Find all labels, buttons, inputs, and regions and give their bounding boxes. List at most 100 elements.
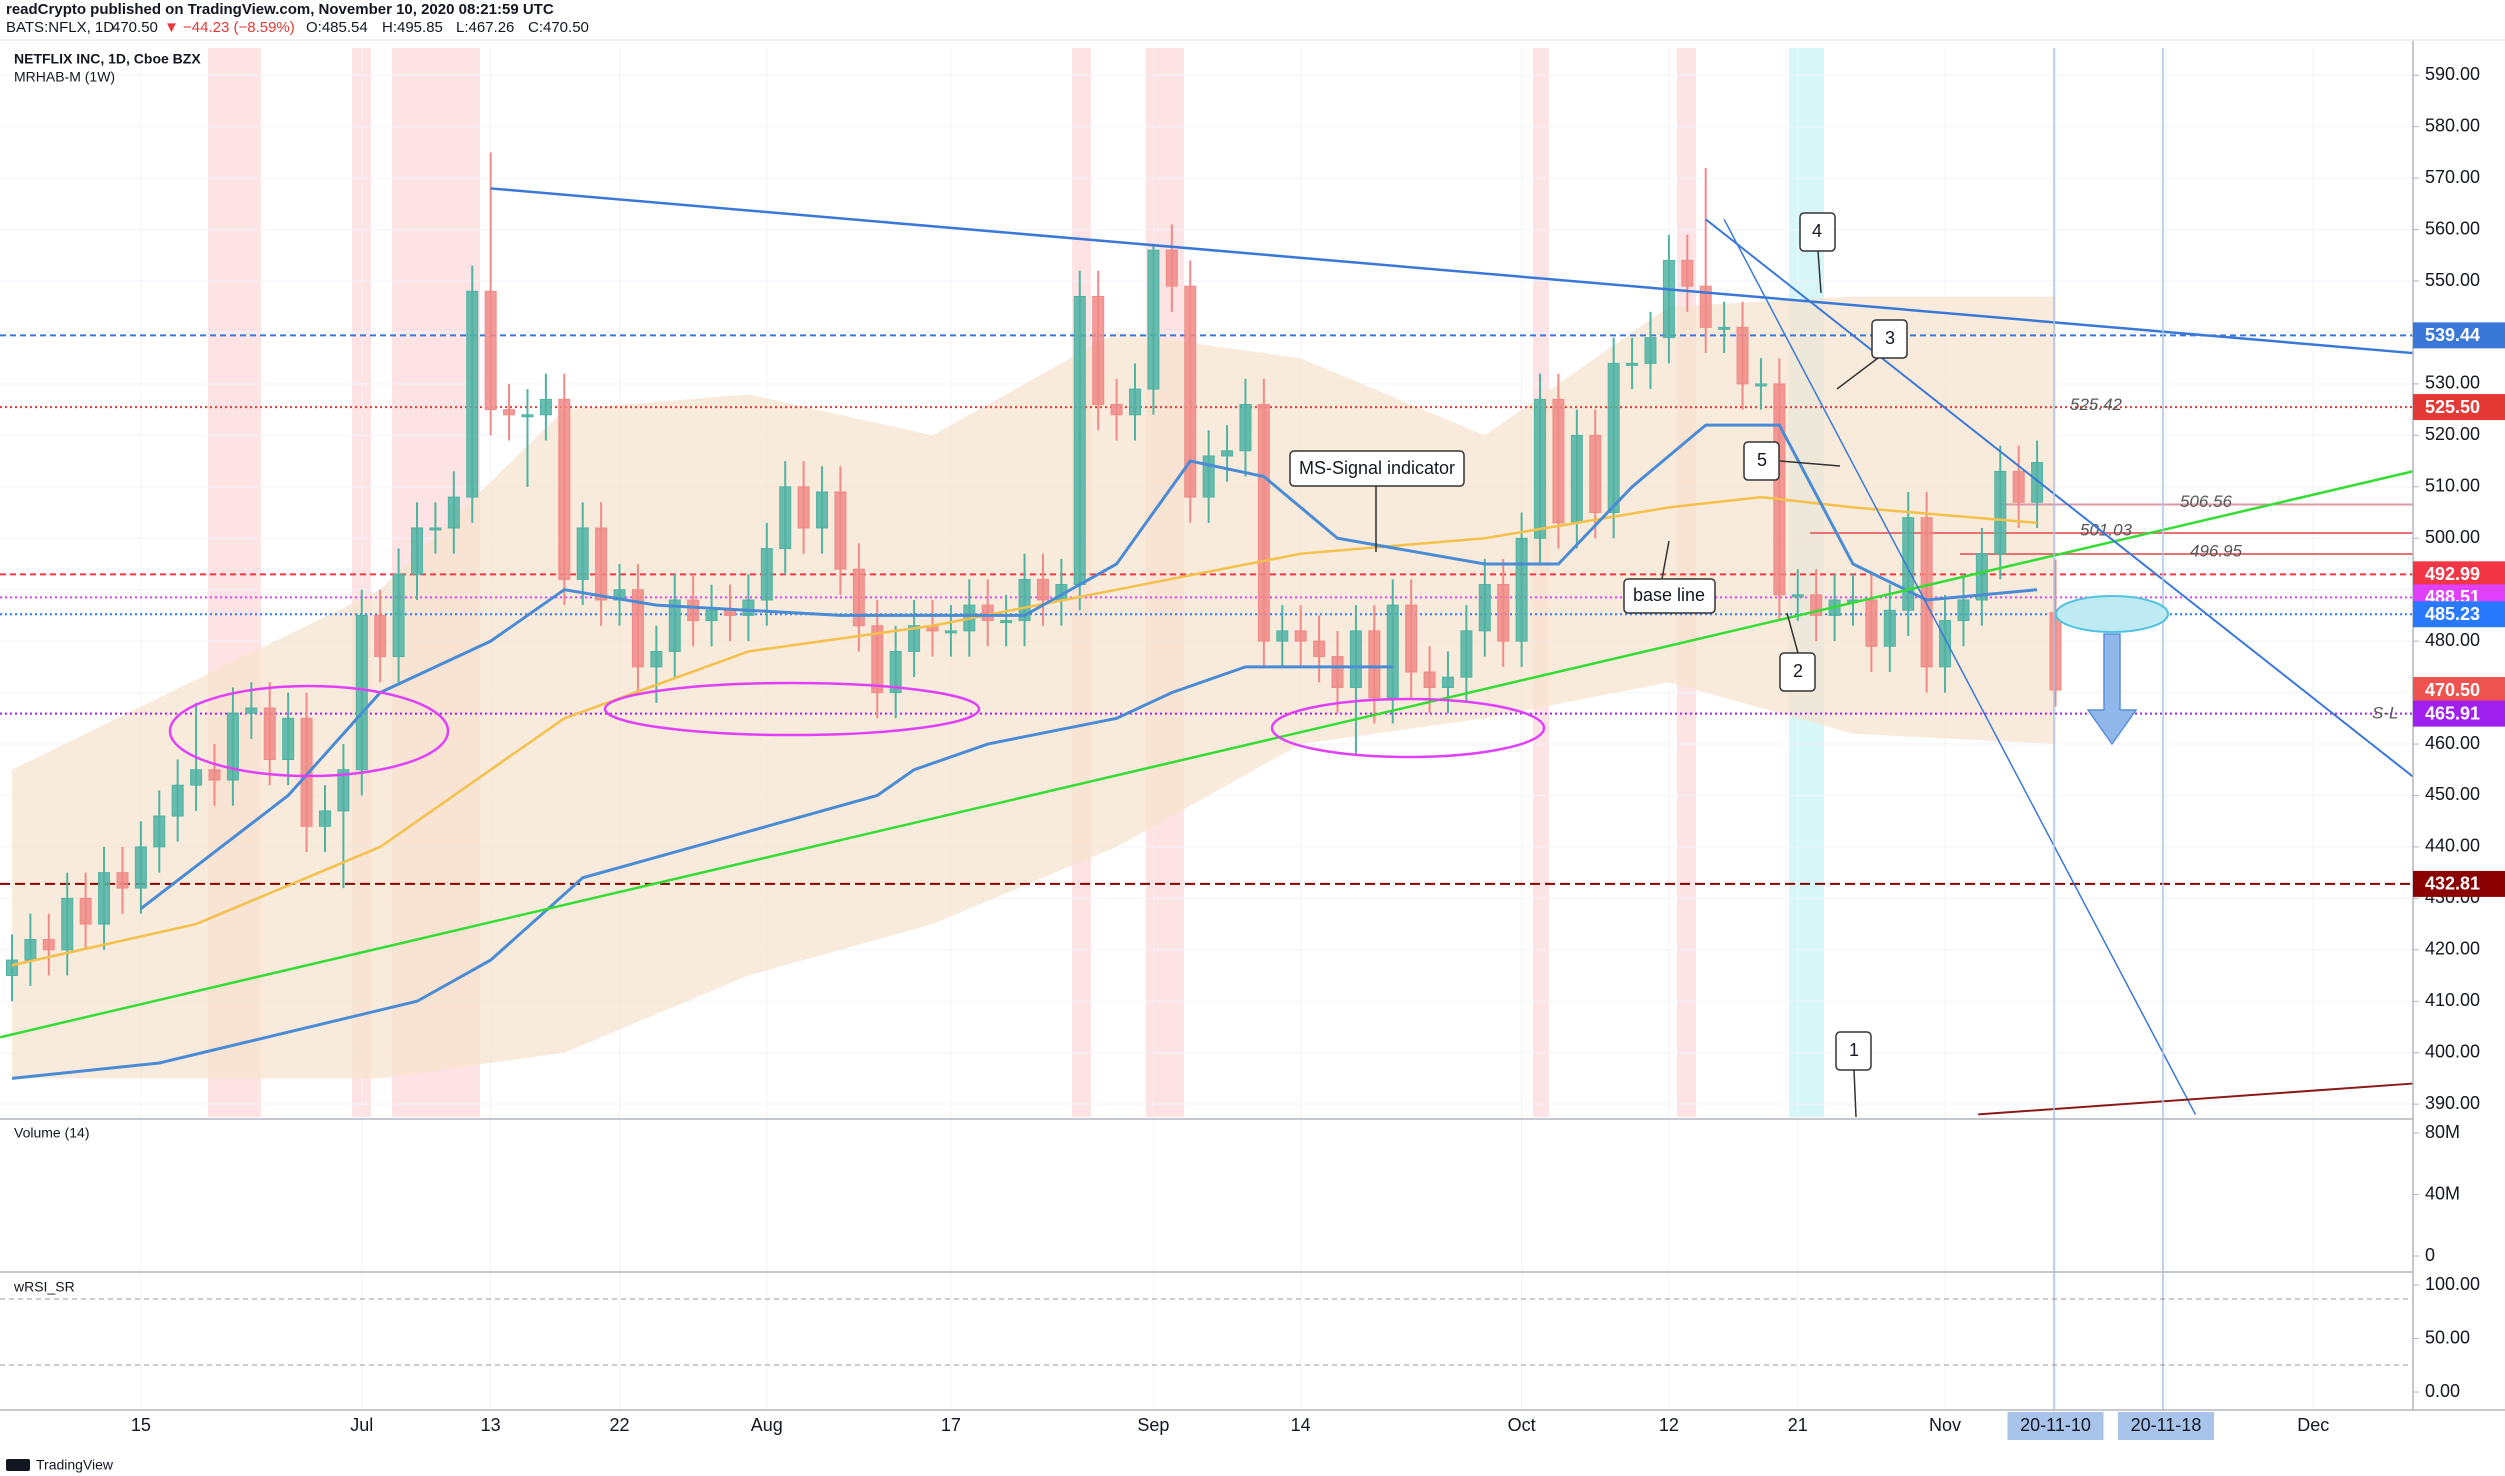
candle-body — [852, 568, 865, 627]
x-tick-label: 20-11-18 — [2131, 1415, 2202, 1435]
candle-body — [1534, 398, 1547, 539]
callout: base line — [1623, 540, 1716, 614]
candle-body — [576, 527, 589, 580]
candle-body — [1147, 249, 1160, 390]
header: readCrypto published on TradingView.com,… — [6, 1, 589, 1473]
candle-body — [300, 717, 313, 827]
candle-body — [1865, 599, 1878, 647]
callout-text: 5 — [1757, 450, 1767, 470]
y-tick-label: 450.00 — [2425, 784, 2480, 804]
price-label: 485.23 — [2425, 604, 2480, 624]
candle-body — [98, 872, 111, 925]
down-arrow — [2086, 633, 2138, 746]
ohlc-close: C:470.50 — [528, 19, 589, 36]
candle-body — [134, 846, 147, 889]
y-tick-label: 460.00 — [2425, 733, 2480, 753]
price-label: 432.81 — [2425, 874, 2480, 894]
callout-text: 2 — [1793, 661, 1803, 681]
candle-body — [1257, 404, 1270, 642]
overlay-line — [1705, 218, 2414, 778]
candle-body — [1331, 656, 1344, 688]
candle-body — [1810, 594, 1823, 616]
candle-body — [723, 609, 736, 616]
candle-body — [1626, 362, 1639, 366]
y-tick-label: 420.00 — [2425, 939, 2480, 959]
callout-pointer — [1786, 612, 1799, 654]
candle-body — [42, 939, 55, 951]
candle-body — [61, 897, 74, 951]
callout-text: MS-Signal indicator — [1299, 458, 1455, 478]
x-tick-label: Oct — [1508, 1415, 1536, 1435]
x-tick-label: Sep — [1137, 1415, 1169, 1435]
annotation: S-L — [2372, 703, 2398, 722]
candle-body — [1018, 578, 1031, 622]
callout-text: 1 — [1849, 1040, 1859, 1060]
y-tick-label: 550.00 — [2425, 270, 2480, 290]
candle-body — [1460, 630, 1473, 678]
date-highlight — [2117, 1412, 2214, 1440]
candle-body — [208, 769, 221, 781]
x-tick-label: Nov — [1929, 1415, 1961, 1435]
x-tick-label: 22 — [610, 1415, 630, 1435]
y-tick-label: 410.00 — [2425, 990, 2480, 1010]
candle-body — [1184, 285, 1197, 498]
candle-body — [1276, 630, 1289, 642]
candle-body — [1036, 578, 1049, 601]
level-label: 525.42 — [2070, 395, 2123, 414]
candle-body — [871, 625, 884, 694]
y-tick-label: 0 — [2425, 1245, 2435, 1265]
symbol: BATS:NFLX, 1D — [6, 19, 114, 36]
y-tick-label: 560.00 — [2425, 218, 2480, 238]
highlight-ellipse — [168, 684, 450, 778]
candle-body — [1221, 450, 1234, 457]
candle-body — [1994, 470, 2007, 555]
candle-body — [1294, 630, 1307, 642]
footer: TradingView — [36, 1457, 114, 1473]
ohlc-high: H:495.85 — [382, 19, 443, 36]
candle-body — [374, 614, 387, 658]
level-label: 501.03 — [2080, 520, 2133, 539]
x-tick-label: Dec — [2297, 1415, 2329, 1435]
candle-body — [1423, 671, 1436, 688]
price-label-bg — [2413, 677, 2505, 704]
candle-body — [668, 599, 681, 652]
y-tick-label: 50.00 — [2425, 1327, 2470, 1347]
candle-body — [1110, 404, 1123, 416]
candle-body — [411, 527, 424, 575]
x-tick-label: 15 — [131, 1415, 151, 1435]
candle-body — [797, 486, 810, 529]
price-label: 539.44 — [2425, 325, 2480, 345]
ohlc-low: L:467.26 — [456, 19, 514, 36]
callout-box — [1871, 319, 1908, 359]
callout-pointer — [1853, 1069, 1857, 1118]
logo — [6, 1459, 30, 1471]
callout-text: 4 — [1812, 221, 1822, 241]
candle-body — [1662, 259, 1675, 339]
indicator-name: MRHAB-M (1W) — [14, 69, 115, 85]
candle-body — [760, 548, 773, 601]
candle-body — [2049, 612, 2062, 691]
level-label: 506.56 — [2180, 492, 2233, 511]
candle-body — [466, 290, 479, 498]
price-label: 465.91 — [2425, 703, 2480, 723]
candle-body — [1883, 609, 1896, 647]
candle-body — [282, 717, 295, 760]
callout: 4 — [1799, 212, 1836, 294]
candle-body — [2031, 461, 2044, 503]
callout-pointer — [1836, 357, 1879, 390]
candle-body — [79, 897, 92, 925]
candle-body — [337, 769, 350, 812]
callout: 1 — [1835, 1031, 1872, 1118]
candle-body — [1902, 517, 1915, 611]
x-tick-label: 21 — [1788, 1415, 1808, 1435]
candle-body — [484, 290, 497, 411]
publisher: readCrypto published on TradingView.com,… — [6, 1, 554, 18]
callout-box — [1799, 212, 1836, 252]
y-tick-label: 390.00 — [2425, 1093, 2480, 1113]
callout: 2 — [1779, 612, 1816, 692]
candle-body — [2012, 470, 2025, 503]
y-tick-label: 80M — [2425, 1122, 2460, 1142]
callout-box — [1835, 1031, 1872, 1071]
candle-body — [1681, 259, 1694, 287]
callout-pointer — [1817, 250, 1822, 294]
